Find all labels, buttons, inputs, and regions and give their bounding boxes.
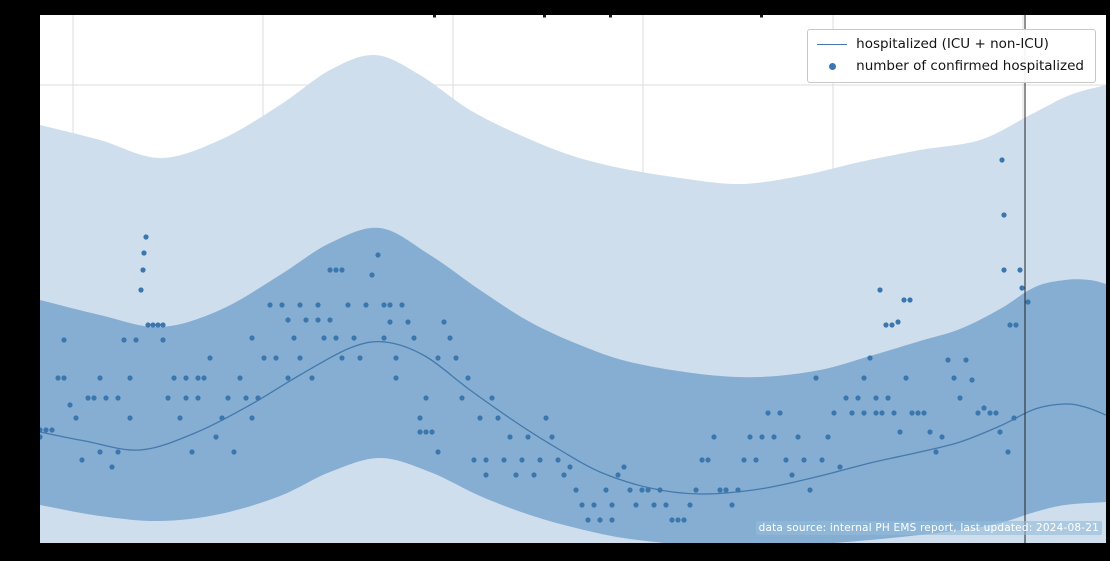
legend: hospitalized (ICU + non-ICU) number of c… — [807, 29, 1096, 83]
legend-label-scatter: number of confirmed hospitalized — [856, 57, 1084, 74]
legend-item-scatter: number of confirmed hospitalized — [817, 57, 1084, 74]
legend-dot-sample — [817, 59, 847, 73]
legend-line-sample — [817, 37, 848, 51]
legend-label-line: hospitalized (ICU + non-ICU) — [856, 36, 1049, 52]
legend-item-line: hospitalized (ICU + non-ICU) — [817, 37, 1084, 52]
chart-canvas — [40, 15, 1106, 543]
line-swatch-icon — [817, 43, 848, 45]
data-source-watermark: data source: internal PH EMS report, las… — [755, 521, 1102, 535]
dot-swatch-icon — [828, 62, 836, 70]
plot-area: hospitalized (ICU + non-ICU) number of c… — [40, 15, 1106, 543]
